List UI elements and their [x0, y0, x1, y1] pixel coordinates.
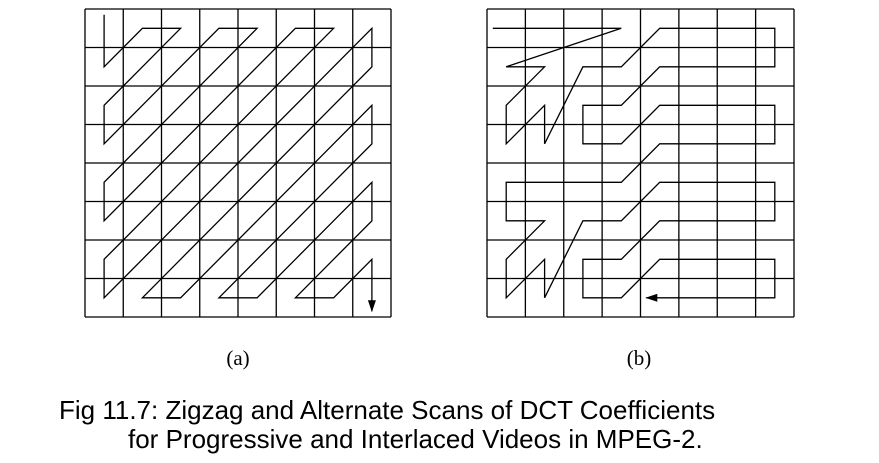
zigzag-scan-path [103, 14, 376, 313]
alternate-scan-path [492, 27, 776, 302]
caption-line-1: Fig 11.7: Zigzag and Alternate Scans of … [59, 395, 716, 425]
panel-b-label: (b) [627, 346, 652, 370]
alternate-scan-panel [486, 8, 795, 318]
panel-a-label: (a) [226, 346, 249, 370]
zigzag-scan-panel [84, 8, 392, 318]
caption-line-2: for Progressive and Interlaced Videos in… [128, 424, 703, 454]
figure-diagram: (a) (b) [84, 8, 795, 370]
